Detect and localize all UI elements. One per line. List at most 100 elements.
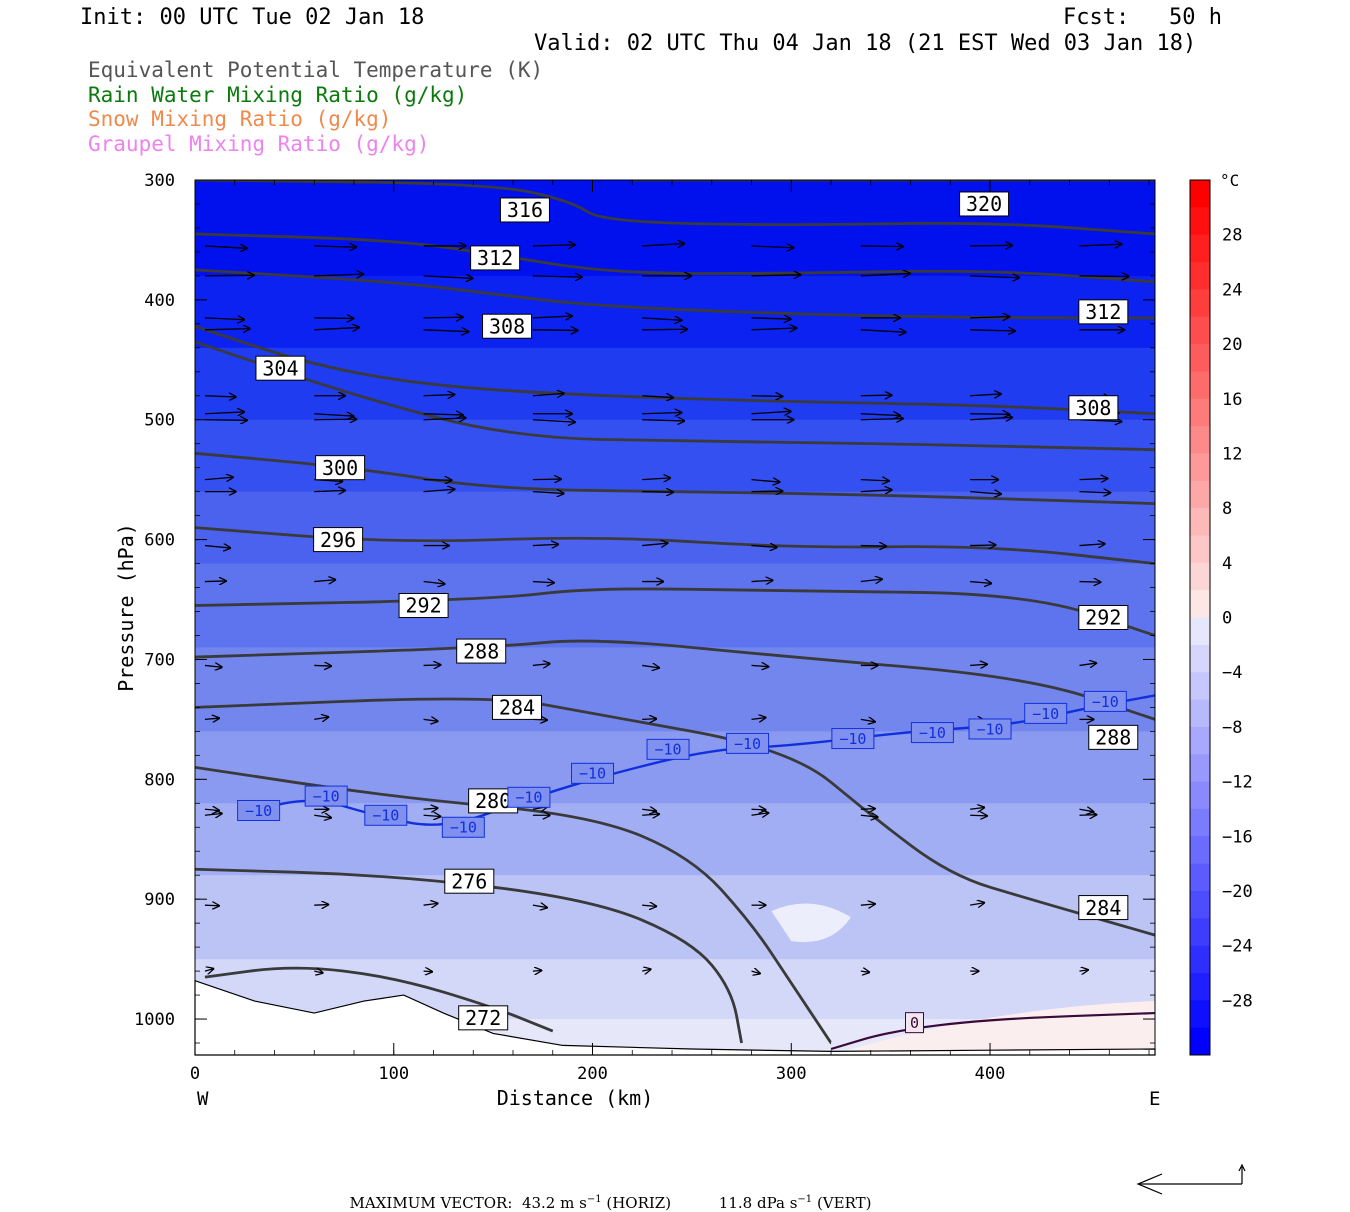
contour-label-text: 312 xyxy=(477,246,513,270)
colorbar-tick-label: −16 xyxy=(1222,827,1253,847)
wind-vector xyxy=(532,970,541,971)
wind-vector xyxy=(314,905,328,906)
colorbar-tick-label: −24 xyxy=(1222,937,1253,957)
colorbar-tick-label: 16 xyxy=(1222,390,1242,410)
shading-band xyxy=(195,180,1155,277)
contour-label-box xyxy=(1083,690,1127,712)
legend-snow: Snow Mixing Ratio (g/kg) xyxy=(88,107,392,131)
contour-label-box xyxy=(1078,605,1129,630)
shading-band xyxy=(195,803,1155,877)
contour-label-text: −10 xyxy=(245,802,272,820)
wind-vector xyxy=(642,478,670,480)
colorbar-cell xyxy=(1190,945,1210,974)
wind-vector xyxy=(314,318,353,319)
contour-label-box xyxy=(441,816,485,838)
wind-vectors xyxy=(204,244,1129,974)
wind-vector xyxy=(860,480,889,481)
colorbar: 28 24 20 16 12 8 4 0 −4 −8 −12 −16 −20 −24 −28 °C xyxy=(1189,171,1253,1056)
wind-vector xyxy=(642,719,656,720)
wind-vector xyxy=(314,717,328,719)
wind-vector xyxy=(204,246,247,248)
shading-band xyxy=(195,875,1155,961)
wind-vector xyxy=(423,317,463,318)
wind-vector xyxy=(1079,244,1121,246)
contour-label-box xyxy=(458,1005,509,1031)
wind-vector xyxy=(423,489,455,491)
wind-vector xyxy=(860,719,875,721)
contour-label-text: 320 xyxy=(966,192,1002,216)
contour-label-box xyxy=(1024,702,1068,724)
colorbar-tick-label: 4 xyxy=(1222,554,1232,574)
contour-label-box xyxy=(491,694,542,720)
contour-label-box xyxy=(398,593,449,619)
y-tick-label: 800 xyxy=(144,770,175,790)
isotherm-0 xyxy=(830,1011,1156,1051)
max-vector-key xyxy=(1136,1163,1246,1195)
colorbar-cell xyxy=(1190,480,1210,509)
contour-label-text: 292 xyxy=(1085,606,1121,630)
wind-vector xyxy=(314,580,335,582)
wind-vector xyxy=(1079,663,1096,665)
isotherm-label-minus10: −10 xyxy=(726,732,770,754)
colorbar-cell xyxy=(1190,371,1210,400)
theta-e-contour-316 xyxy=(195,180,1155,236)
contour-label-text: 284 xyxy=(499,696,535,720)
theta-e-contour-276 xyxy=(195,867,743,1044)
x-tick-label: 300 xyxy=(776,1064,807,1084)
shading-band xyxy=(195,563,1155,649)
isotherm-label-minus10: −10 xyxy=(910,722,954,744)
wind-vector xyxy=(314,327,359,329)
isotherm-label-minus10: −10 xyxy=(441,816,485,838)
colorbar-unit: °C xyxy=(1220,171,1239,190)
wind-vector xyxy=(751,718,766,720)
y-tick-label: 900 xyxy=(144,890,175,910)
y-tick-label: 300 xyxy=(144,171,175,191)
contour-label-text: 296 xyxy=(320,528,356,552)
colorbar-cell xyxy=(1190,426,1210,454)
wind-vector xyxy=(970,394,1001,396)
wind-vector xyxy=(204,665,222,667)
wind-vector xyxy=(642,244,684,246)
contour-label-box xyxy=(1078,895,1129,921)
theta-e-contour-288 xyxy=(195,639,1155,721)
contour-label-box xyxy=(726,732,770,754)
wind-vector xyxy=(642,396,673,398)
contour-label-box xyxy=(313,527,364,553)
y-tick-label: 1000 xyxy=(134,1010,175,1030)
isotherm-label-minus10: −10 xyxy=(507,786,551,808)
temperature-shading xyxy=(195,180,1155,1055)
wind-vector xyxy=(1079,492,1110,493)
colorbar-cell xyxy=(1190,1027,1210,1056)
theta-e-label-292: 292 xyxy=(1078,605,1129,630)
colorbar-cell xyxy=(1190,781,1210,810)
colorbar-cell xyxy=(1190,617,1210,646)
wind-vector xyxy=(423,815,441,816)
footer-horiz-value: 43.2 xyxy=(521,1194,556,1212)
wind-vector xyxy=(970,317,1009,318)
contour-label-box xyxy=(968,718,1012,740)
wind-vector xyxy=(314,971,322,973)
init-time: Init: 00 UTC Tue 02 Jan 18 xyxy=(80,5,425,30)
wind-vector xyxy=(423,971,432,972)
wind-vector xyxy=(860,546,886,547)
legend-theta-e: Equivalent Potential Temperature (K) xyxy=(88,58,544,82)
wind-vector xyxy=(751,411,791,413)
contour-label-text: 304 xyxy=(262,356,298,380)
contour-label-text: −10 xyxy=(839,730,866,748)
x-tick-label: 100 xyxy=(378,1064,409,1084)
isotherm-label-0: 0 xyxy=(905,1012,925,1034)
contour-label-text: −10 xyxy=(372,807,399,825)
contour-label-text: −10 xyxy=(1032,705,1059,723)
theta-e-label-296: 296 xyxy=(313,527,364,553)
horiz-reference-arrowhead xyxy=(1136,1173,1163,1195)
x-axis-label: Distance (km) xyxy=(497,1086,654,1110)
colorbar-cell xyxy=(1190,398,1210,427)
isotherm-label-minus10: −10 xyxy=(1083,690,1127,712)
shading-band xyxy=(195,347,1155,421)
wind-vector xyxy=(314,490,345,491)
contour-label-box xyxy=(507,786,551,808)
x-tick-label: 200 xyxy=(577,1064,608,1084)
contour-label-box xyxy=(1088,724,1139,750)
contour-label-box xyxy=(571,762,615,784)
